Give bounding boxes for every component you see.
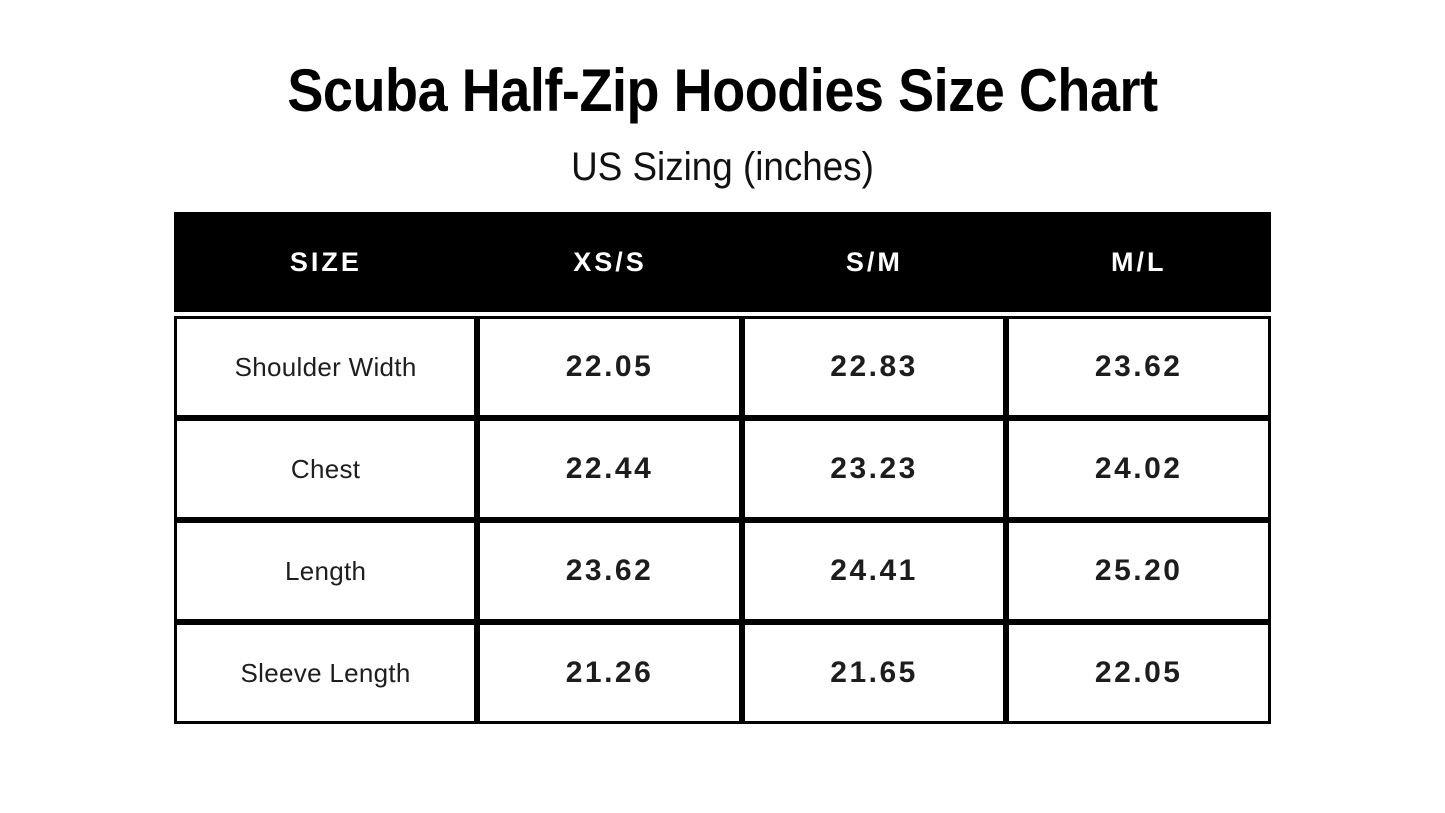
cell-shoulder-width-s-m: 22.83 bbox=[741, 316, 1007, 418]
table-body: Shoulder Width 22.05 22.83 23.62 Chest 2… bbox=[174, 316, 1271, 724]
cell-sleeve-length-s-m: 21.65 bbox=[741, 622, 1007, 724]
table-row-shoulder-width: Shoulder Width 22.05 22.83 23.62 bbox=[174, 316, 1271, 418]
header-cell-m-l: M/L bbox=[1111, 246, 1167, 277]
table-row-chest: Chest 22.44 23.23 24.02 bbox=[174, 418, 1271, 520]
cell-length-m-l: 25.20 bbox=[1006, 520, 1271, 622]
cell-chest-s-m: 23.23 bbox=[741, 418, 1007, 520]
header-cell-s-m: S/M bbox=[845, 246, 903, 277]
table-header-row: SIZE XS/S S/M M/L bbox=[174, 212, 1271, 312]
header-cell-size: SIZE bbox=[289, 246, 362, 277]
cell-sleeve-length-xs-s: 21.26 bbox=[477, 622, 742, 724]
cell-length-s-m: 24.41 bbox=[741, 520, 1007, 622]
page-title: Scuba Half-Zip Hoodies Size Chart bbox=[287, 57, 1158, 124]
row-label-chest: Chest bbox=[174, 418, 478, 520]
cell-chest-m-l: 24.02 bbox=[1006, 418, 1271, 520]
row-label-sleeve-length: Sleeve Length bbox=[174, 622, 478, 724]
cell-length-xs-s: 23.62 bbox=[477, 520, 742, 622]
cell-shoulder-width-m-l: 23.62 bbox=[1006, 316, 1271, 418]
row-label-shoulder-width: Shoulder Width bbox=[174, 316, 478, 418]
header-cell-xs-s: XS/S bbox=[573, 246, 647, 277]
table-row-length: Length 23.62 24.41 25.20 bbox=[174, 520, 1271, 622]
table-row-sleeve-length: Sleeve Length 21.26 21.65 22.05 bbox=[174, 622, 1271, 724]
cell-sleeve-length-m-l: 22.05 bbox=[1006, 622, 1271, 724]
size-table: SIZE XS/S S/M M/L Shoulder Width 22.05 2… bbox=[174, 212, 1271, 724]
page-subtitle: US Sizing (inches) bbox=[571, 145, 874, 189]
row-label-length: Length bbox=[174, 520, 478, 622]
cell-shoulder-width-xs-s: 22.05 bbox=[477, 316, 742, 418]
cell-chest-xs-s: 22.44 bbox=[477, 418, 742, 520]
